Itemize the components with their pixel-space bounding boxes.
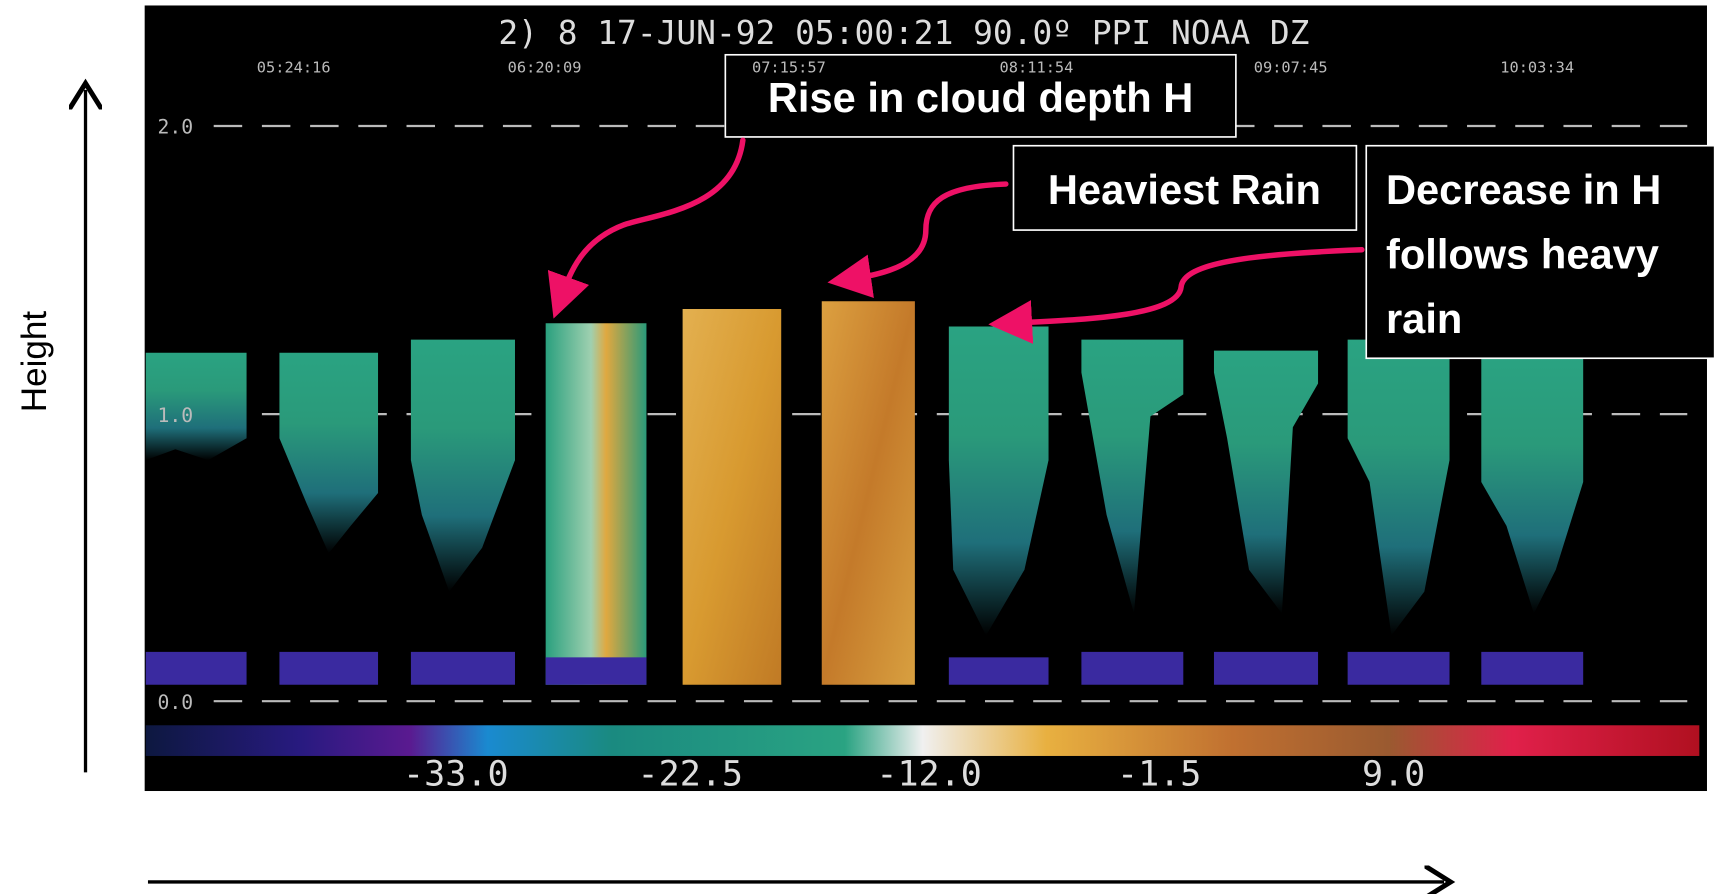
colorbar-label: -22.5 bbox=[638, 754, 744, 795]
annotation: follows heavy bbox=[1386, 230, 1659, 277]
texts: 2) 8 17-JUN-92 05:00:21 90.0º PPI NOAA D… bbox=[15, 13, 1661, 795]
axis-label: Height bbox=[15, 311, 54, 413]
height-label: 1.0 bbox=[158, 404, 194, 427]
height-label: 0.0 bbox=[158, 691, 194, 714]
time-label: 06:20:09 bbox=[508, 58, 582, 76]
annotation-boxes bbox=[724, 53, 1716, 360]
annotation: Heaviest Rain bbox=[1048, 166, 1321, 213]
colorbar-label: 9.0 bbox=[1362, 754, 1425, 795]
colorbar-label: -1.5 bbox=[1117, 754, 1201, 795]
time-label: 07:15:57 bbox=[752, 58, 826, 76]
annotation-arrows bbox=[547, 137, 1365, 344]
time-label: 08:11:54 bbox=[1000, 58, 1074, 76]
colorbar-label: -12.0 bbox=[876, 754, 982, 795]
time-label: 10:03:34 bbox=[1500, 58, 1574, 76]
annotation: rain bbox=[1386, 295, 1462, 342]
header: 2) 8 17-JUN-92 05:00:21 90.0º PPI NOAA D… bbox=[498, 13, 1309, 52]
colorbar-label: -33.0 bbox=[403, 754, 509, 795]
time-label: 09:07:45 bbox=[1254, 58, 1328, 76]
colorbar bbox=[145, 725, 1700, 756]
annotation: Rise in cloud depth H bbox=[768, 74, 1194, 121]
annotation: Decrease in H bbox=[1386, 166, 1661, 213]
height-label: 2.0 bbox=[158, 116, 194, 139]
time-label: 05:24:16 bbox=[257, 58, 331, 76]
radar-columns bbox=[145, 301, 1584, 685]
